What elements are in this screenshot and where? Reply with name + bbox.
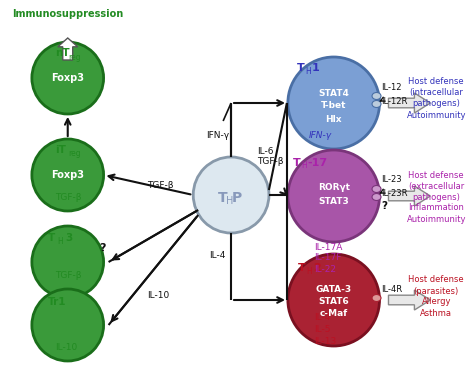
Text: (extracellular: (extracellular bbox=[408, 182, 465, 190]
Text: IL-4: IL-4 bbox=[209, 250, 226, 259]
Text: Host defense: Host defense bbox=[409, 171, 464, 179]
Text: TGF-β: TGF-β bbox=[147, 180, 174, 190]
FancyArrow shape bbox=[389, 186, 430, 206]
Text: Asthma: Asthma bbox=[420, 309, 452, 317]
Circle shape bbox=[288, 150, 380, 242]
Circle shape bbox=[193, 157, 269, 233]
Circle shape bbox=[288, 254, 380, 346]
Text: H: H bbox=[305, 67, 310, 75]
Text: 1: 1 bbox=[312, 63, 319, 73]
Text: Inflammation: Inflammation bbox=[409, 203, 464, 213]
Text: IL-10: IL-10 bbox=[147, 291, 170, 299]
Text: TGF-β: TGF-β bbox=[257, 157, 283, 167]
Text: reg: reg bbox=[69, 52, 82, 61]
Text: H: H bbox=[301, 161, 307, 171]
Circle shape bbox=[32, 289, 104, 361]
Text: IL-12R: IL-12R bbox=[382, 97, 408, 105]
Text: TGF-β: TGF-β bbox=[55, 270, 81, 280]
Text: Autoimmunity: Autoimmunity bbox=[407, 214, 466, 224]
Text: Allergy: Allergy bbox=[421, 298, 451, 306]
Ellipse shape bbox=[372, 186, 381, 193]
Text: IL-5: IL-5 bbox=[314, 325, 330, 335]
Text: T: T bbox=[219, 191, 228, 205]
Ellipse shape bbox=[372, 295, 381, 302]
Text: H: H bbox=[227, 196, 234, 206]
Text: IL-22: IL-22 bbox=[314, 265, 336, 273]
Circle shape bbox=[288, 57, 380, 149]
FancyArrow shape bbox=[389, 290, 430, 310]
Text: 3: 3 bbox=[66, 233, 73, 243]
Text: STAT3: STAT3 bbox=[319, 197, 349, 205]
Ellipse shape bbox=[372, 101, 381, 108]
Text: H: H bbox=[306, 266, 311, 276]
Text: Foxp3: Foxp3 bbox=[51, 170, 84, 180]
Text: reg: reg bbox=[69, 149, 82, 158]
Text: Foxp3: Foxp3 bbox=[51, 73, 84, 83]
Ellipse shape bbox=[372, 194, 381, 201]
Text: Tr1: Tr1 bbox=[48, 297, 66, 307]
Text: nT: nT bbox=[55, 48, 69, 58]
Text: H: H bbox=[57, 236, 63, 246]
Text: (intracellular: (intracellular bbox=[410, 89, 463, 97]
Text: GATA-3: GATA-3 bbox=[316, 284, 352, 294]
Text: pathogens): pathogens) bbox=[412, 100, 460, 108]
Text: pathogens): pathogens) bbox=[412, 193, 460, 202]
Text: IL-23: IL-23 bbox=[382, 176, 402, 184]
FancyArrow shape bbox=[58, 38, 78, 60]
Text: IL-4: IL-4 bbox=[314, 314, 330, 322]
Text: (parasites): (parasites) bbox=[414, 287, 459, 295]
Text: Autoimmunity: Autoimmunity bbox=[407, 111, 466, 120]
Text: IL-6: IL-6 bbox=[257, 146, 273, 156]
Text: STAT6: STAT6 bbox=[319, 298, 349, 306]
Text: IL-12: IL-12 bbox=[382, 83, 402, 93]
Text: ?: ? bbox=[100, 243, 106, 253]
Text: IFN-γ: IFN-γ bbox=[309, 131, 332, 139]
Text: 2: 2 bbox=[313, 263, 320, 273]
Text: IFN-γ: IFN-γ bbox=[206, 131, 229, 139]
Text: ?: ? bbox=[382, 201, 388, 211]
Text: IL-13: IL-13 bbox=[314, 337, 336, 347]
Circle shape bbox=[32, 226, 104, 298]
Text: RORγt: RORγt bbox=[318, 183, 350, 193]
Text: T: T bbox=[297, 63, 305, 73]
Text: -17: -17 bbox=[308, 158, 328, 168]
Text: Host defense: Host defense bbox=[409, 78, 464, 86]
Text: IL-10: IL-10 bbox=[55, 344, 77, 352]
Text: T: T bbox=[298, 263, 306, 273]
Text: T: T bbox=[48, 233, 55, 243]
Text: Hlx: Hlx bbox=[326, 115, 342, 123]
Text: Host defense: Host defense bbox=[409, 276, 464, 284]
Text: c-Maf: c-Maf bbox=[319, 310, 348, 318]
Text: IL-23R: IL-23R bbox=[382, 188, 408, 198]
Text: P: P bbox=[232, 191, 242, 205]
Text: Immunosuppression: Immunosuppression bbox=[12, 9, 123, 19]
Circle shape bbox=[32, 42, 104, 114]
Text: T-bet: T-bet bbox=[321, 101, 346, 111]
Text: IL-17A: IL-17A bbox=[314, 243, 342, 251]
Text: TGF-β: TGF-β bbox=[55, 194, 81, 202]
Text: STAT4: STAT4 bbox=[318, 89, 349, 97]
FancyArrow shape bbox=[389, 93, 430, 113]
Circle shape bbox=[32, 139, 104, 211]
Text: iT: iT bbox=[55, 145, 66, 155]
Text: T: T bbox=[293, 158, 301, 168]
Ellipse shape bbox=[372, 93, 381, 100]
Text: IL-17F: IL-17F bbox=[314, 254, 341, 262]
Text: IL-4R: IL-4R bbox=[382, 285, 402, 295]
